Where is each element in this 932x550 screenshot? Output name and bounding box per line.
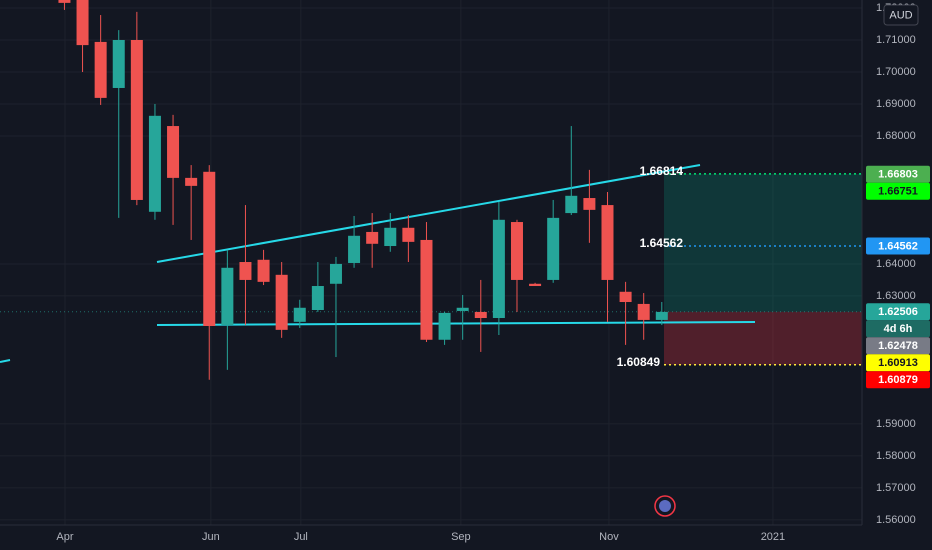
candle-body xyxy=(185,177,198,186)
candle-body xyxy=(402,227,415,242)
price-label-box xyxy=(866,354,930,372)
y-tick-label: 1.70000 xyxy=(876,66,916,78)
y-tick-label: 1.71000 xyxy=(876,34,916,46)
y-tick-label: 1.64000 xyxy=(876,258,916,270)
y-tick-label: 1.63000 xyxy=(876,290,916,302)
y-tick-label: 1.69000 xyxy=(876,98,916,110)
candle-body xyxy=(492,219,505,319)
price-label-box xyxy=(866,371,930,389)
profit-zone xyxy=(664,173,862,312)
candle-body xyxy=(601,205,614,280)
y-tick-label: 1.68000 xyxy=(876,130,916,142)
candle-body xyxy=(58,0,71,3)
candle-body xyxy=(456,307,469,311)
price-label: 1.66803 xyxy=(878,169,918,181)
candle-body xyxy=(257,259,270,282)
y-tick-label: 1.59000 xyxy=(876,418,916,430)
currency-badge[interactable] xyxy=(883,4,919,26)
y-tick-label: 1.56000 xyxy=(876,514,916,526)
candle-body xyxy=(203,171,216,327)
candle-body xyxy=(366,231,379,244)
candle-body xyxy=(420,239,433,340)
price-label: 1.64562 xyxy=(878,240,918,252)
price-label-box xyxy=(866,237,930,255)
candle-body xyxy=(76,0,89,46)
candle-body xyxy=(112,39,125,88)
candle-body xyxy=(221,267,234,326)
x-tick-label: Jul xyxy=(294,531,308,543)
candle-body xyxy=(348,235,361,263)
candle-body xyxy=(293,307,306,322)
candle-body xyxy=(148,115,161,212)
candle-body xyxy=(583,198,596,210)
level-label: 1.64562 xyxy=(640,236,684,250)
trend-line xyxy=(156,321,756,326)
price-label-box xyxy=(866,182,930,200)
x-tick-label: Jun xyxy=(202,531,220,543)
candle-body xyxy=(275,274,288,330)
candle-body xyxy=(167,126,180,178)
event-icon-core xyxy=(659,500,671,512)
trend-line xyxy=(0,359,11,363)
currency-label: AUD xyxy=(889,9,912,21)
price-label: 1.62478 xyxy=(878,340,918,352)
level-label: 1.60849 xyxy=(617,355,661,369)
candle-body xyxy=(510,222,523,280)
event-icon[interactable] xyxy=(654,495,676,517)
price-label: 1.60879 xyxy=(878,374,918,386)
price-label-box xyxy=(866,337,930,355)
candle-body xyxy=(529,283,542,287)
candle-body xyxy=(565,195,578,214)
x-tick-label: Sep xyxy=(451,531,471,543)
candle-body xyxy=(329,263,342,284)
price-label: 1.62506 xyxy=(878,306,918,318)
trend-line xyxy=(156,164,701,263)
x-tick-label: Nov xyxy=(599,531,619,543)
candle-body xyxy=(130,39,143,200)
price-label: 1.66751 xyxy=(878,186,918,198)
x-tick-label: Apr xyxy=(56,531,73,543)
candle-body xyxy=(655,311,668,320)
candle-body xyxy=(474,311,487,319)
price-label-box xyxy=(866,165,930,183)
candle-body xyxy=(239,262,252,280)
candle-body xyxy=(637,303,650,320)
y-tick-label: 1.58000 xyxy=(876,450,916,462)
price-label-box xyxy=(866,320,930,338)
x-tick-label: 2021 xyxy=(761,531,785,543)
price-label-box xyxy=(866,303,930,321)
candle-body xyxy=(384,227,397,247)
y-tick-label: 1.57000 xyxy=(876,482,916,494)
candle-body xyxy=(94,41,107,98)
candle-body xyxy=(619,291,632,303)
candle-body xyxy=(547,217,560,280)
level-label: 1.66814 xyxy=(640,164,684,178)
loss-zone xyxy=(664,311,862,365)
candle-body xyxy=(311,286,324,311)
price-label: 1.60913 xyxy=(878,357,918,369)
candle-body xyxy=(438,312,451,340)
price-label: 4d 6h xyxy=(884,323,913,335)
